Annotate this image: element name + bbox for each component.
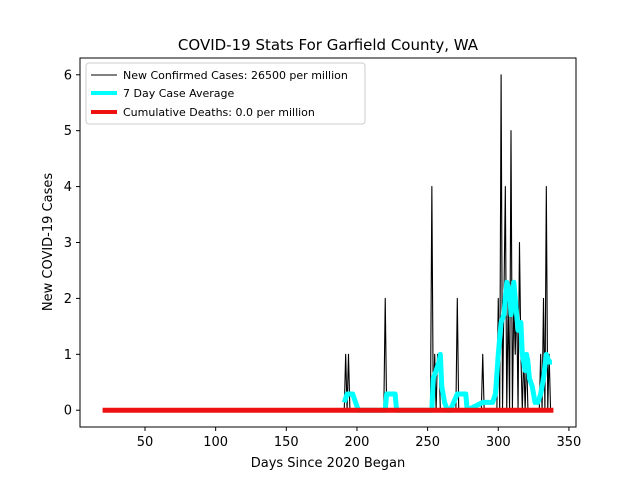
y-tick-label: 0 [64,404,72,419]
x-tick-label: 150 [274,435,299,450]
series-line-0 [102,74,554,411]
y-tick-label: 2 [64,292,72,307]
y-tick-label: 4 [64,180,72,195]
y-tick-label: 6 [64,68,72,83]
y-axis: 0 1 2 3 4 5 6 [64,68,80,419]
x-tick-label: 100 [203,435,228,450]
plot-area [102,74,554,413]
x-tick-label: 350 [557,435,582,450]
series-line-1 [341,279,552,413]
x-tick-label: 250 [415,435,440,450]
x-axis: 50 100 150 200 250 300 350 [137,427,582,450]
legend: New Confirmed Cases: 26500 per million 7… [85,62,366,125]
legend-label-cumulative-deaths: Cumulative Deaths: 0.0 per million [123,106,315,119]
legend-label-7-day-average: 7 Day Case Average [123,87,235,100]
y-tick-label: 5 [64,124,72,139]
legend-label-new-cases: New Confirmed Cases: 26500 per million [123,69,348,82]
y-tick-label: 1 [64,348,72,363]
x-tick-label: 300 [486,435,511,450]
chart-title: COVID-19 Stats For Garfield County, WA [178,36,479,54]
y-axis-label: New COVID-19 Cases [41,173,56,311]
x-tick-label: 50 [137,435,154,450]
legend-box [85,62,366,125]
y-tick-label: 3 [64,236,72,251]
x-tick-label: 200 [345,435,370,450]
x-axis-label: Days Since 2020 Began [251,456,406,471]
